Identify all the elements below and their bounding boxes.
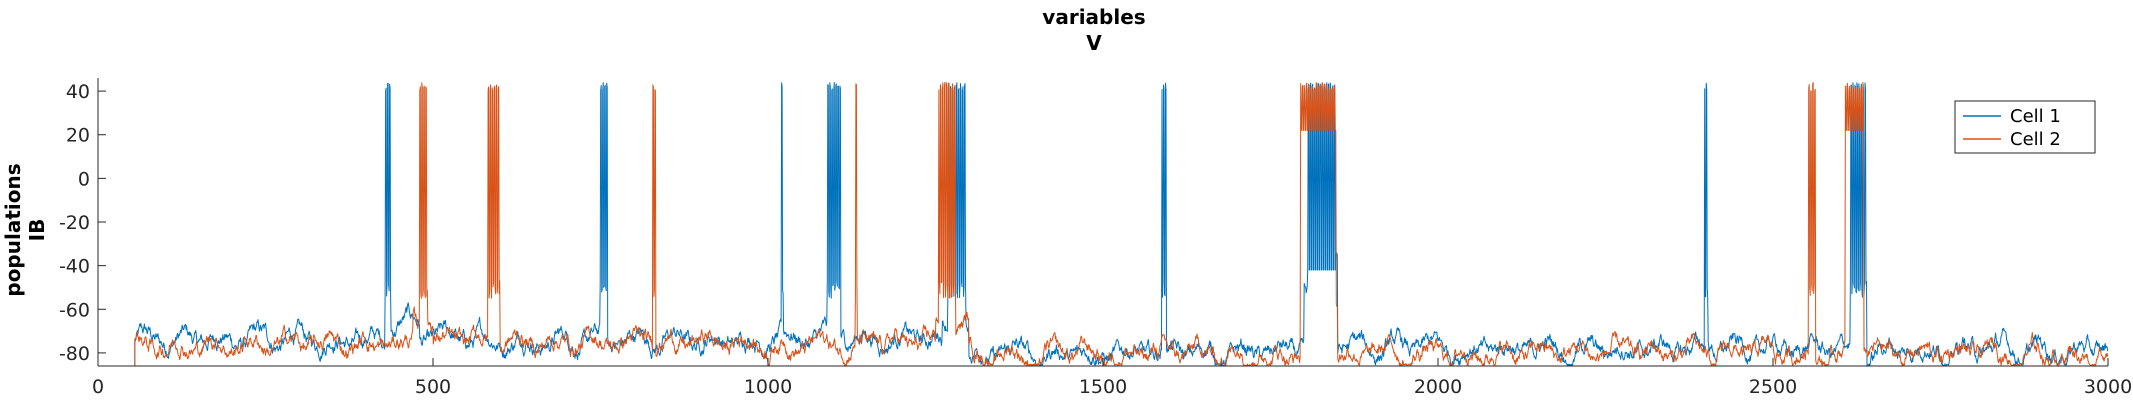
y-axis-label: populations IB (1, 163, 49, 296)
y-tick-label: -20 (59, 212, 90, 234)
y-axis-label-line-2: IB (25, 219, 49, 242)
y-tick-label: 20 (66, 125, 90, 147)
chart-title-line-1: variables (1042, 5, 1145, 29)
y-tick-label: 40 (66, 81, 90, 103)
series-line-1 (98, 82, 2108, 366)
legend-box (1954, 100, 2096, 154)
x-tick-label: 0 (92, 376, 104, 398)
y-tick-label: -60 (59, 299, 90, 321)
x-tick-label: 2000 (1414, 376, 1462, 398)
x-tick-label: 3000 (2084, 376, 2132, 398)
chart-title-line-2: V (1086, 31, 1102, 55)
legend-label: Cell 1 (2010, 106, 2061, 127)
y-axis-label-line-1: populations (1, 163, 25, 296)
x-tick-label: 1000 (744, 376, 792, 398)
plot-area (98, 81, 2108, 366)
legend-label: Cell 2 (2010, 129, 2061, 150)
x-tick-label: 500 (415, 376, 451, 398)
y-tick-label: -40 (59, 256, 90, 278)
x-tick-label: 1500 (1079, 376, 1127, 398)
axes: 0 500 1000 1500 2000 2500 3000 -80 -60 -40 -20 0 20 4… (59, 78, 2132, 398)
x-tick-label: 2500 (1749, 376, 1797, 398)
series-line-2 (98, 81, 2108, 366)
y-tick-label: -80 (59, 343, 90, 365)
y-tick-label: 0 (78, 168, 90, 190)
